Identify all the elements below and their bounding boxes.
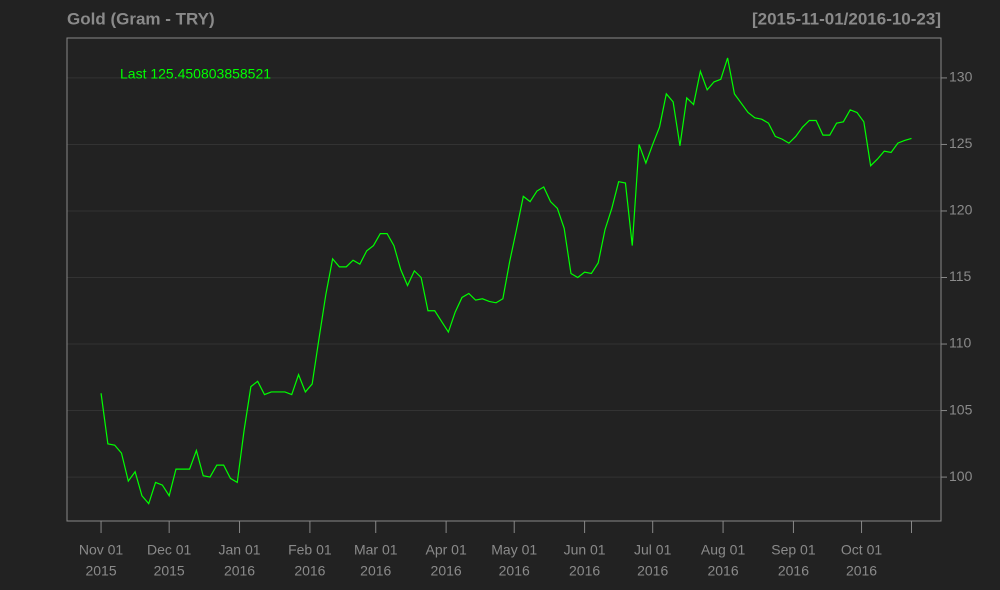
x-tick-label: May 01 (491, 542, 537, 558)
x-tick-label: Jul 01 (634, 542, 672, 558)
x-tick-label: 2016 (360, 563, 391, 579)
x-tick-label: 2016 (637, 563, 668, 579)
x-tick-label: 2016 (499, 563, 530, 579)
grid (67, 77, 941, 478)
x-tick-label: Aug 01 (701, 542, 746, 558)
price-line (100, 57, 912, 505)
chart-title: Gold (Gram - TRY) (67, 9, 215, 28)
y-tick-label: 125 (949, 135, 973, 151)
x-tick-label: 2016 (294, 563, 325, 579)
date-range: [2015-11-01/2016-10-23] (752, 9, 941, 28)
x-tick-label: Sep 01 (771, 542, 816, 558)
y-tick-label: 130 (949, 69, 973, 85)
x-tick-label: Apr 01 (425, 542, 466, 558)
y-tick-label: 120 (949, 202, 973, 218)
x-tick-label: 2016 (707, 563, 738, 579)
y-tick-label: 110 (949, 335, 972, 351)
x-tick-label: 2015 (154, 563, 185, 579)
x-tick-label: Mar 01 (354, 542, 398, 558)
x-tick-label: 2016 (778, 563, 809, 579)
x-tick-label: Jun 01 (564, 542, 606, 558)
x-tick-label: 2015 (85, 563, 116, 579)
x-tick-label: 2016 (846, 563, 877, 579)
x-tick-label: Feb 01 (288, 542, 332, 558)
x-tick-label: 2016 (569, 563, 600, 579)
x-tick-label: 2016 (431, 563, 462, 579)
x-tick-label: 2016 (224, 563, 255, 579)
x-tick-label: Dec 01 (147, 542, 192, 558)
y-tick-label: 105 (949, 401, 973, 417)
x-tick-label: Nov 01 (79, 542, 124, 558)
y-tick-label: 115 (949, 268, 972, 284)
plot-frame (66, 37, 942, 522)
x-tick-label: Jan 01 (219, 542, 261, 558)
x-tick-label: Oct 01 (841, 542, 882, 558)
y-tick-label: 100 (949, 468, 973, 484)
last-annotation: Last 125.450803858521 (120, 66, 271, 82)
